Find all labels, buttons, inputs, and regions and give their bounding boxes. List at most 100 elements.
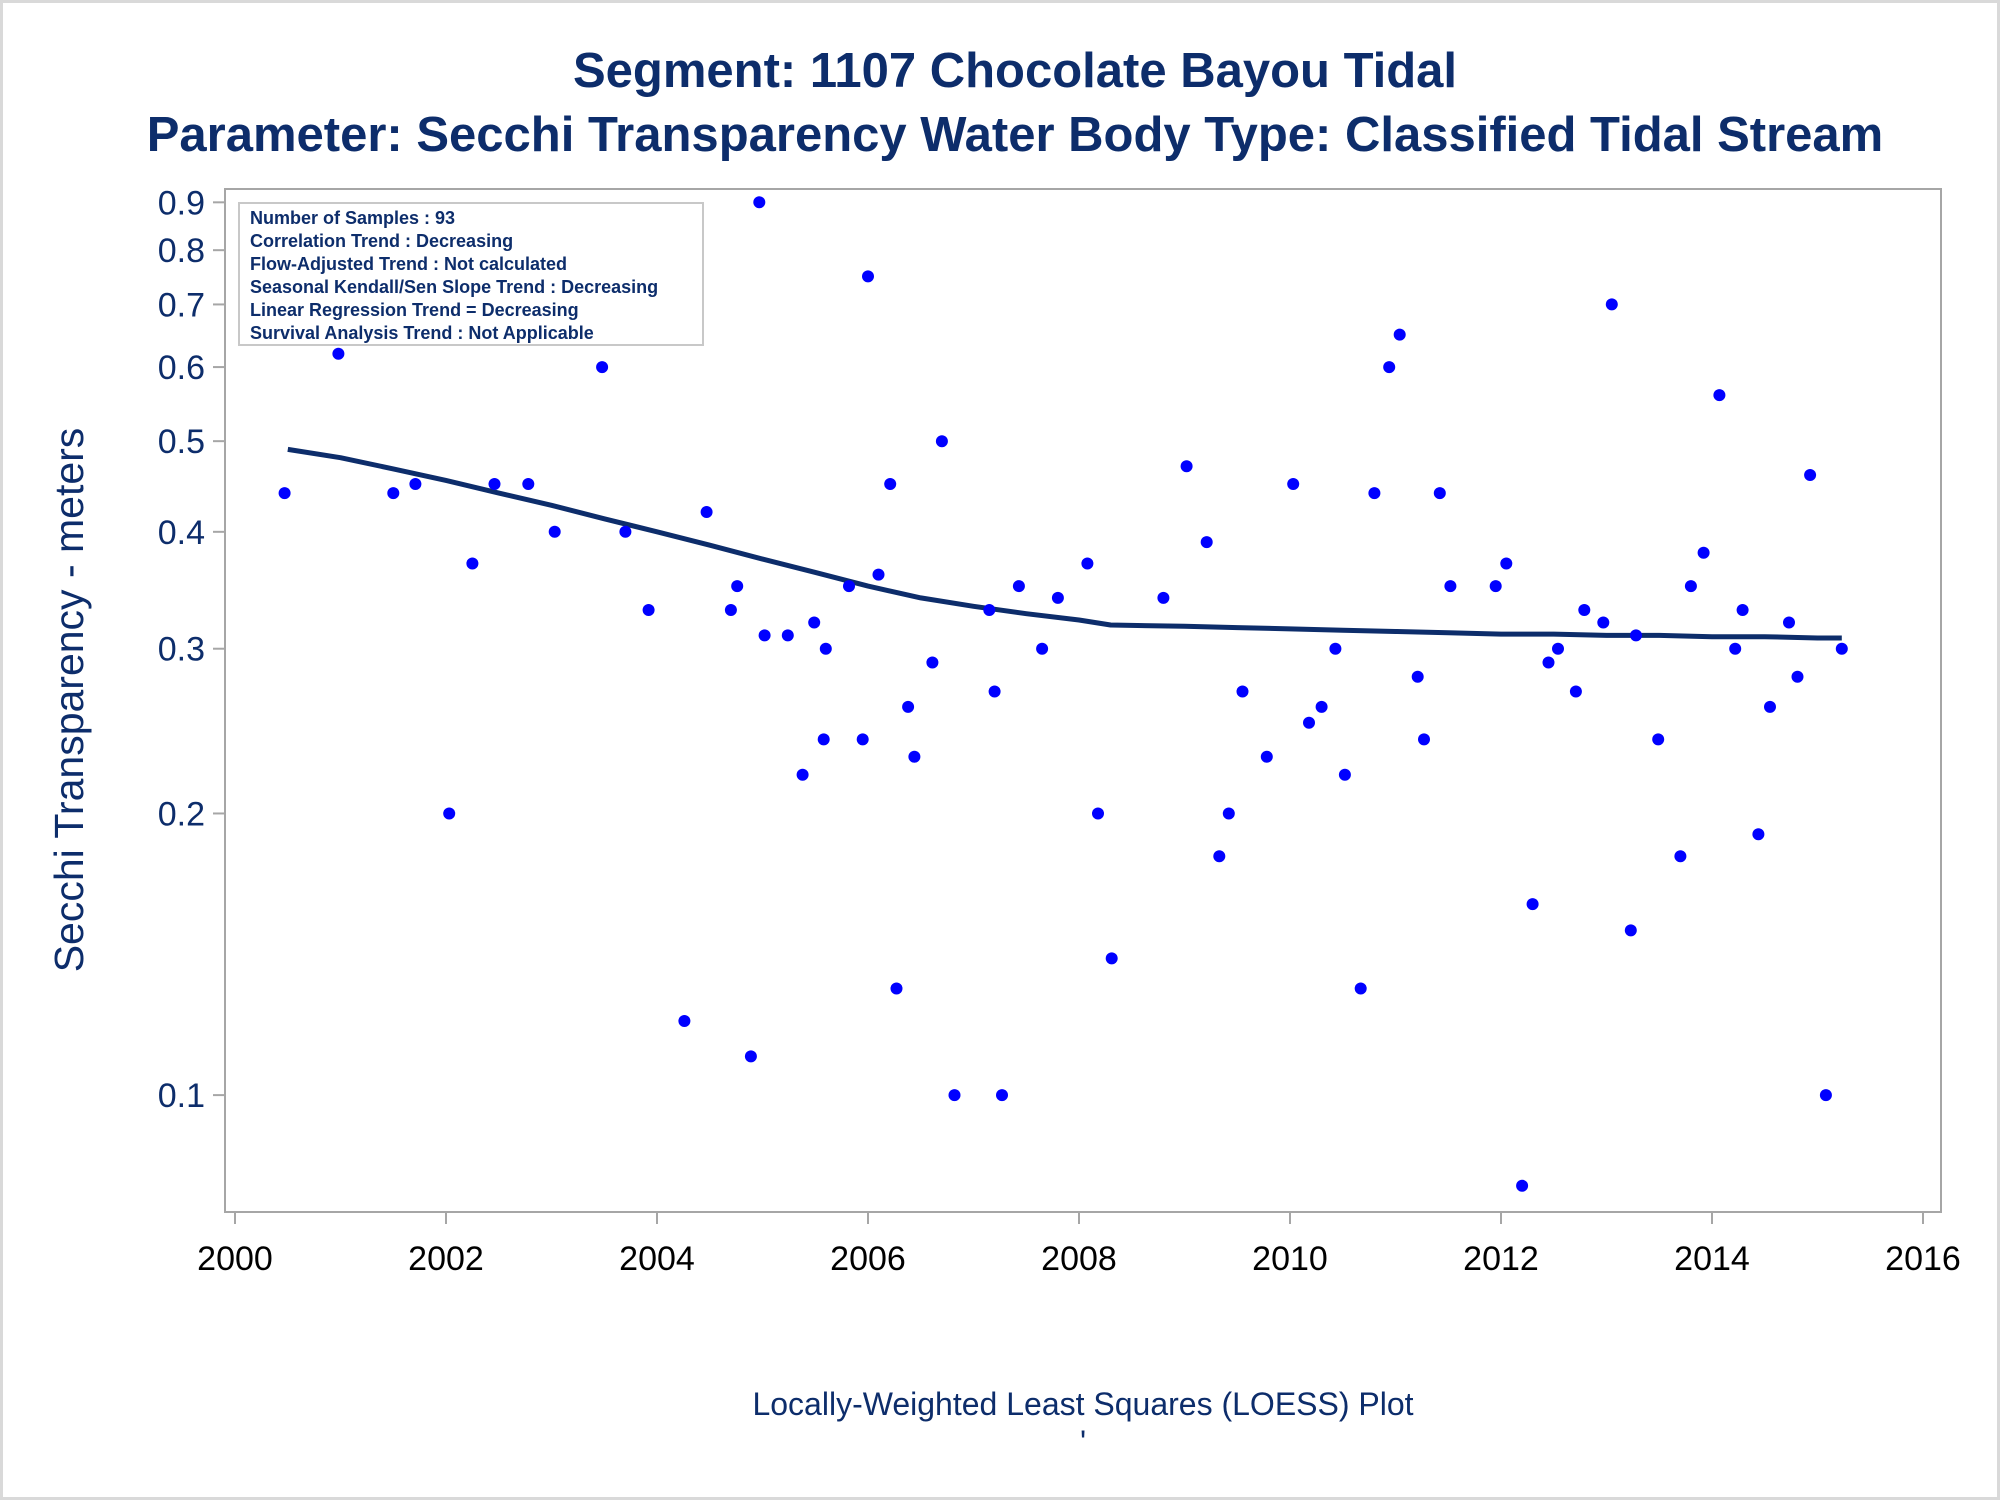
data-point [1624, 924, 1637, 937]
data-point [678, 1015, 691, 1027]
x-tick-label: 2016 [1885, 1240, 1961, 1278]
data-point [466, 557, 479, 570]
data-point [1713, 389, 1726, 402]
plot-border [224, 188, 1942, 1213]
data-point [1752, 828, 1765, 841]
data-point [753, 196, 766, 209]
data-point [1674, 850, 1687, 863]
data-point [443, 807, 456, 820]
y-tick-label: 0.4 [158, 514, 205, 552]
data-point [796, 768, 809, 781]
data-point [1411, 670, 1424, 683]
x-tick-label: 2012 [1463, 1240, 1539, 1278]
data-point [819, 642, 832, 655]
data-point [1287, 478, 1300, 490]
data-point [758, 629, 771, 642]
data-point [1315, 700, 1328, 713]
data-point [1383, 361, 1396, 374]
data-point [988, 685, 1001, 698]
chart-subtitle: Parameter: Secchi Transparency Water Bod… [147, 108, 1884, 162]
plot-area [224, 188, 1942, 1213]
data-point [1526, 898, 1539, 911]
x-tick-label: 2000 [197, 1240, 273, 1278]
data-point [1630, 629, 1642, 642]
data-point [884, 478, 897, 490]
data-point [996, 1089, 1008, 1102]
data-point [548, 525, 561, 538]
data-point [1500, 557, 1513, 570]
data-point [1222, 807, 1235, 820]
data-point [1764, 700, 1776, 713]
data-point [1036, 642, 1049, 655]
y-tick-label: 0.9 [158, 184, 205, 222]
data-point [1597, 616, 1610, 629]
y-axis-label: Secchi Transparency - meters [46, 428, 92, 973]
data-point [1791, 670, 1804, 683]
data-point [1200, 536, 1213, 549]
data-point [724, 604, 737, 616]
data-point [1729, 642, 1742, 655]
data-point [1736, 604, 1749, 616]
annotation-line: Seasonal Kendall/Sen Slope Trend : Decre… [250, 277, 658, 297]
data-point [1368, 487, 1381, 500]
loess-layer [287, 446, 1842, 641]
data-point [1157, 591, 1170, 604]
data-point [1418, 733, 1430, 746]
data-point [1213, 850, 1226, 863]
annotation-line: Correlation Trend : Decreasing [250, 231, 513, 251]
data-point [1354, 982, 1367, 995]
chart-title: Segment: 1107 Chocolate Bayou Tidal [573, 44, 1457, 98]
y-tick-label: 0.1 [158, 1077, 205, 1115]
data-point [1081, 557, 1094, 570]
data-point [1338, 768, 1351, 781]
data-point [1605, 298, 1618, 311]
chart-svg: Segment: 1107 Chocolate Bayou Tidal Para… [46, 44, 1961, 1460]
data-point [1804, 469, 1817, 481]
data-point [856, 733, 869, 746]
data-point [902, 700, 915, 713]
data-point [731, 580, 744, 593]
data-point [1393, 328, 1406, 341]
data-point [908, 750, 921, 763]
data-point [1444, 580, 1457, 593]
data-point [387, 487, 400, 500]
y-tick-label: 0.6 [158, 349, 205, 387]
data-point [1783, 616, 1795, 629]
data-point [278, 487, 291, 500]
data-point [700, 506, 713, 518]
annotation-line: Number of Samples : 93 [250, 208, 455, 228]
data-point [862, 270, 874, 283]
data-point [1835, 642, 1848, 655]
data-point [1652, 733, 1665, 746]
data-point [1542, 656, 1555, 669]
data-point [744, 1050, 757, 1063]
y-tick-label: 0.5 [158, 423, 205, 461]
data-point [781, 629, 794, 642]
y-tick-label: 0.3 [158, 631, 205, 669]
y-tick-label: 0.7 [158, 286, 205, 324]
data-point [1489, 580, 1502, 593]
x-tick-label: 2008 [1041, 1240, 1117, 1278]
trend-summary-border [238, 202, 704, 346]
data-point [522, 478, 535, 490]
data-point [872, 568, 885, 581]
data-point [935, 435, 948, 448]
data-point [983, 604, 996, 616]
data-point [817, 733, 830, 746]
trend-summary-box: Number of Samples : 93 Correlation Trend… [238, 202, 704, 346]
data-point [619, 525, 632, 538]
data-point [1105, 952, 1118, 965]
x-tick-label: 2004 [619, 1240, 695, 1278]
x-tick-label: 2006 [830, 1240, 906, 1278]
annotation-line: Flow-Adjusted Trend : Not calculated [250, 254, 567, 274]
data-point [1684, 580, 1697, 593]
data-point [1012, 580, 1025, 593]
data-point [890, 982, 903, 995]
x-axis: 2000 2002 2004 2006 2008 2010 2012 2014 2016 [197, 1212, 1961, 1278]
chart-footnote: Locally-Weighted Least Squares (LOESS) P… [752, 1386, 1413, 1422]
data-point [1329, 642, 1342, 655]
data-point [642, 604, 655, 616]
data-point [1303, 716, 1315, 729]
data-point [1433, 487, 1446, 500]
